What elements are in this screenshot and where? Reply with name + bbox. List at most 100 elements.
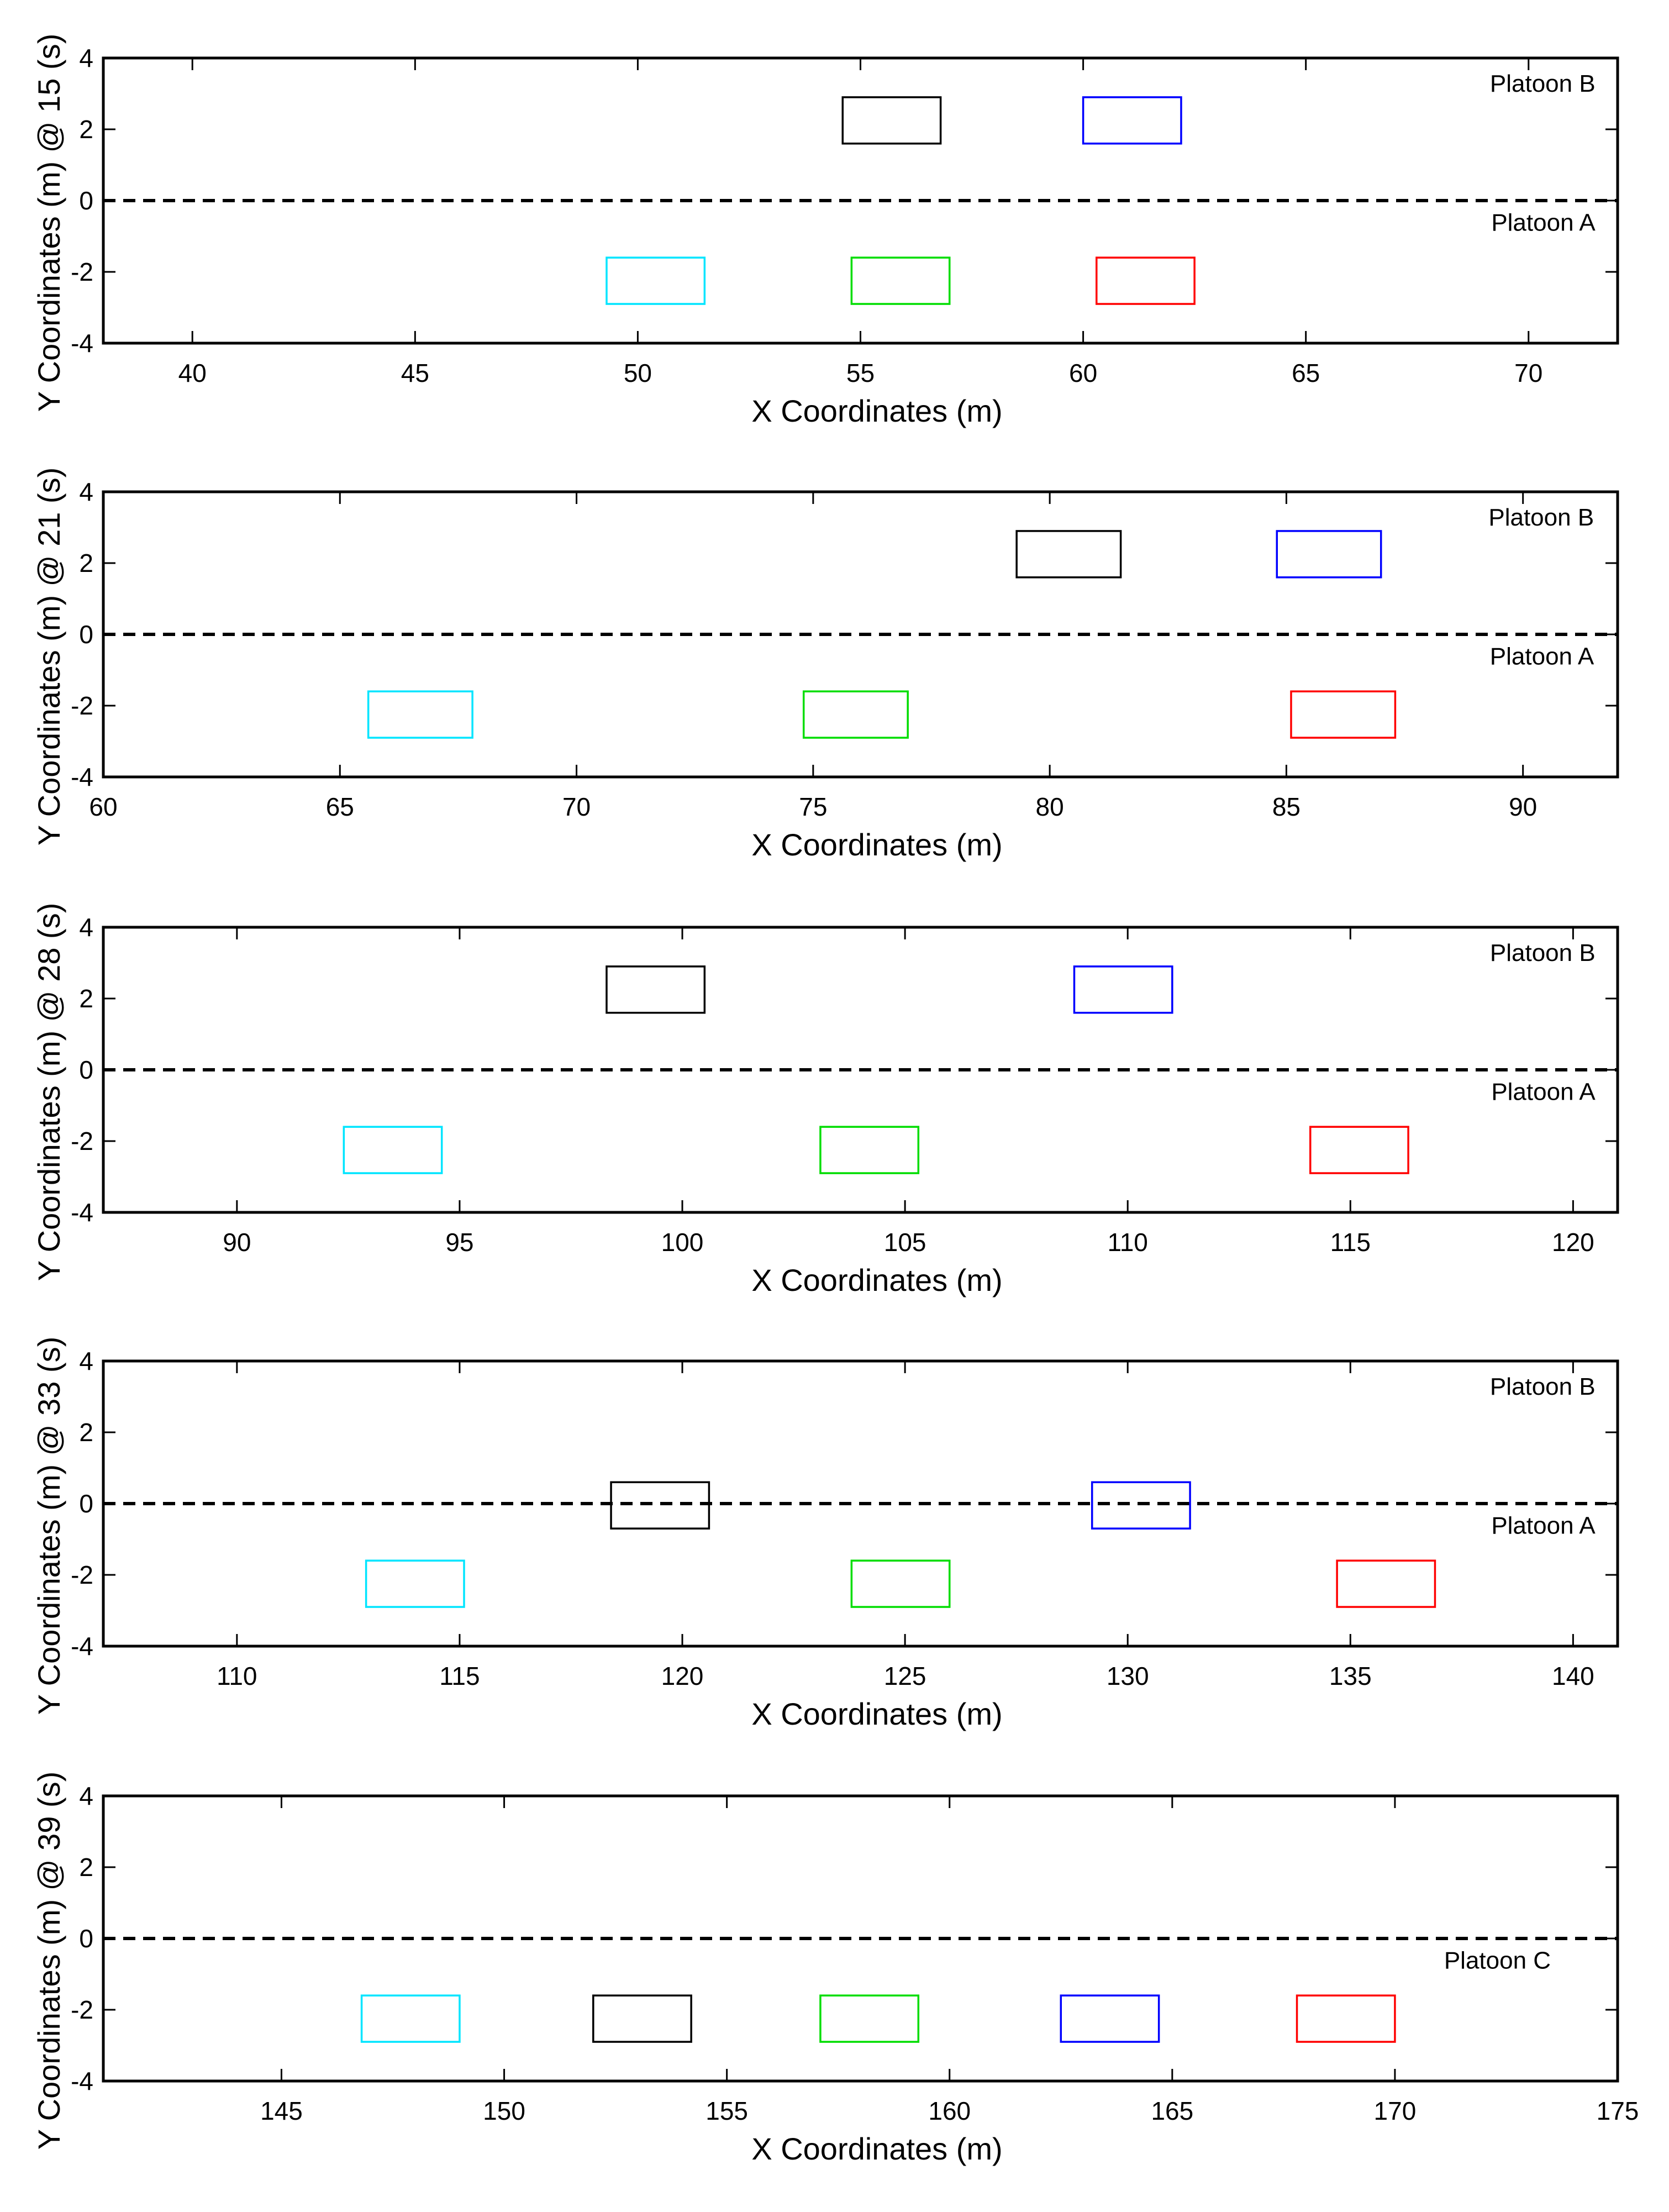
vehicle-box — [606, 256, 706, 305]
x-tick-label: 85 — [1272, 792, 1301, 821]
x-tick-label: 170 — [1374, 2097, 1417, 2125]
y-axis-title: Y Coordinates (m) @ 28 (s) — [31, 903, 66, 1281]
y-tick-label: -2 — [71, 1127, 93, 1155]
y-tick-label: -4 — [71, 763, 93, 791]
x-axis-title: X Coordinates (m) — [751, 1696, 1002, 1731]
platoon-label: Platoon A — [1490, 643, 1594, 670]
vehicle-box — [1096, 256, 1196, 305]
vehicle-box — [819, 1994, 920, 2043]
vehicle-box — [819, 1126, 920, 1174]
platoon-label: Platoon C — [1444, 1947, 1551, 1974]
vehicle-box — [1290, 690, 1397, 739]
x-tick-label: 90 — [223, 1228, 251, 1257]
vehicle-box — [360, 1994, 461, 2043]
x-tick-label: 70 — [1514, 359, 1542, 387]
x-tick-label: 165 — [1151, 2097, 1193, 2125]
x-tick-label: 90 — [1509, 792, 1537, 821]
vehicle-box — [850, 256, 951, 305]
x-tick-label: 115 — [439, 1662, 480, 1690]
vehicle-box — [1296, 1994, 1396, 2043]
y-axis-title: Y Coordinates (m) @ 33 (s) — [31, 1337, 66, 1715]
y-tick-label: 4 — [79, 44, 93, 72]
x-tick-label: 100 — [661, 1228, 704, 1257]
x-tick-label: 125 — [884, 1662, 926, 1690]
vehicle-box — [850, 1559, 951, 1608]
y-tick-label: -4 — [71, 329, 93, 358]
x-tick-label: 65 — [1292, 359, 1320, 387]
y-tick-label: 2 — [79, 549, 93, 577]
x-tick-label: 75 — [799, 792, 827, 821]
subplot-3: 90 95 100 105 110 115 120 -4 -2 0 2 4 Platoon B Plato… — [31, 903, 1619, 1297]
x-tick-label: 115 — [1330, 1228, 1371, 1257]
x-tick-label: 95 — [445, 1228, 473, 1257]
x-axis-title: X Coordinates (m) — [751, 2131, 1002, 2166]
y-tick-label: -2 — [71, 258, 93, 286]
x-tick-label: 160 — [928, 2097, 971, 2125]
y-tick-label: 4 — [79, 477, 93, 506]
vehicle-box — [1015, 530, 1122, 579]
platoon-label: Platoon B — [1490, 70, 1596, 97]
x-tick-label: 110 — [1108, 1228, 1148, 1257]
vehicle-box — [802, 690, 909, 739]
y-tick-label: -4 — [71, 2067, 93, 2095]
x-tick-label: 55 — [846, 359, 875, 387]
x-axis-title: X Coordinates (m) — [751, 1263, 1002, 1297]
x-tick-label: 105 — [884, 1228, 926, 1257]
x-tick-label: 145 — [260, 2097, 303, 2125]
subplot-5: 145 150 155 160 165 170 175 -4 -2 0 2 4 Platoon C X C… — [31, 1772, 1639, 2166]
vehicle-box — [367, 690, 473, 739]
y-tick-label: 0 — [79, 186, 93, 215]
y-tick-label: 2 — [79, 1418, 93, 1447]
vehicle-box — [841, 96, 942, 145]
vehicle-box — [1060, 1994, 1160, 2043]
y-axis-title: Y Coordinates (m) @ 21 (s) — [31, 467, 66, 845]
subplot-2: 60 65 70 75 80 85 90 -4 -2 0 2 4 Platoon B Platoon A X… — [31, 467, 1619, 862]
y-tick-label: -4 — [71, 1198, 93, 1227]
y-tick-label: 4 — [79, 1347, 93, 1375]
platoon-label: Platoon A — [1491, 1512, 1596, 1540]
x-axis-title: X Coordinates (m) — [751, 827, 1002, 862]
platoon-label: Platoon B — [1488, 504, 1594, 531]
y-tick-label: 2 — [79, 1853, 93, 1882]
y-tick-label: -2 — [71, 1995, 93, 2024]
x-tick-label: 150 — [483, 2097, 525, 2125]
platoon-label: Platoon B — [1490, 939, 1596, 966]
x-tick-label: 70 — [562, 792, 591, 821]
platoon-label: Platoon B — [1490, 1373, 1596, 1400]
x-tick-label: 50 — [624, 359, 652, 387]
y-tick-label: -2 — [71, 691, 93, 720]
x-tick-label: 155 — [705, 2097, 748, 2125]
y-tick-label: 2 — [79, 984, 93, 1013]
platoon-label: Platoon A — [1491, 209, 1596, 237]
vehicle-box — [1091, 1481, 1191, 1530]
y-tick-label: 0 — [79, 1924, 93, 1953]
y-tick-label: 0 — [79, 1055, 93, 1084]
y-tick-label: 0 — [79, 620, 93, 649]
vehicle-box — [1336, 1559, 1436, 1608]
y-tick-label: 0 — [79, 1489, 93, 1518]
vehicle-box — [1276, 530, 1382, 579]
x-tick-label: 110 — [217, 1662, 257, 1690]
x-tick-label: 60 — [1069, 359, 1097, 387]
x-tick-label: 130 — [1107, 1662, 1149, 1690]
vehicle-box — [610, 1481, 710, 1530]
x-tick-label: 40 — [178, 359, 207, 387]
subplot-1: 40 45 50 55 60 65 70 -4 -2 0 2 4 Platoon B Platoon A X… — [31, 34, 1619, 428]
y-tick-label: 4 — [79, 1782, 93, 1810]
platoon-label: Platoon A — [1491, 1079, 1596, 1106]
x-tick-label: 175 — [1597, 2097, 1639, 2125]
vehicle-box — [365, 1559, 465, 1608]
y-tick-label: -2 — [71, 1561, 93, 1589]
x-tick-label: 120 — [661, 1662, 704, 1690]
subplot-4: 110 115 120 125 130 135 140 -4 -2 0 2 4 Platoon B Pla… — [31, 1337, 1619, 1731]
vehicle-box — [1309, 1126, 1409, 1174]
x-tick-label: 140 — [1552, 1662, 1594, 1690]
x-tick-label: 45 — [401, 359, 429, 387]
x-tick-label: 120 — [1552, 1228, 1594, 1257]
x-axis-title: X Coordinates (m) — [751, 393, 1002, 428]
x-tick-label: 65 — [326, 792, 354, 821]
vehicle-box — [343, 1126, 443, 1174]
vehicle-box — [606, 965, 706, 1014]
